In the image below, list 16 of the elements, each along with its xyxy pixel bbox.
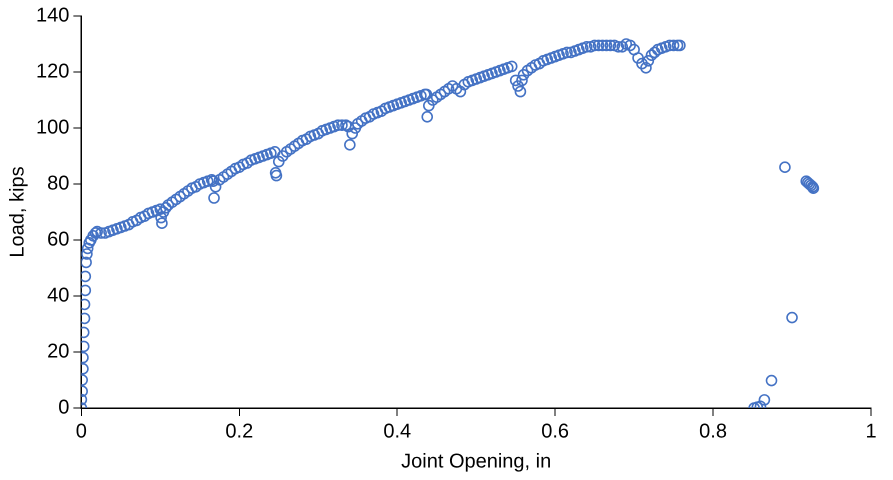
x-tick-label: 0.2 [225,420,254,443]
y-tick-label: 20 [47,340,70,363]
y-tick-label: 40 [47,284,70,307]
x-axis-title: Joint Opening, in [401,450,552,473]
y-tick-label: 100 [36,116,70,139]
x-tick-label: 0 [76,420,87,443]
x-tick-label: 0.6 [541,420,570,443]
y-tick-label: 60 [47,228,70,251]
x-tick-label: 1 [865,420,877,443]
y-tick-label: 140 [36,4,70,27]
x-tick-label: 0.8 [699,420,727,443]
y-axis-title: Load, kips [6,166,29,258]
y-tick-label: 120 [36,60,70,83]
y-tick-label: 0 [58,396,70,419]
x-tick-label: 0.4 [383,420,412,443]
y-tick-label: 80 [47,172,70,195]
